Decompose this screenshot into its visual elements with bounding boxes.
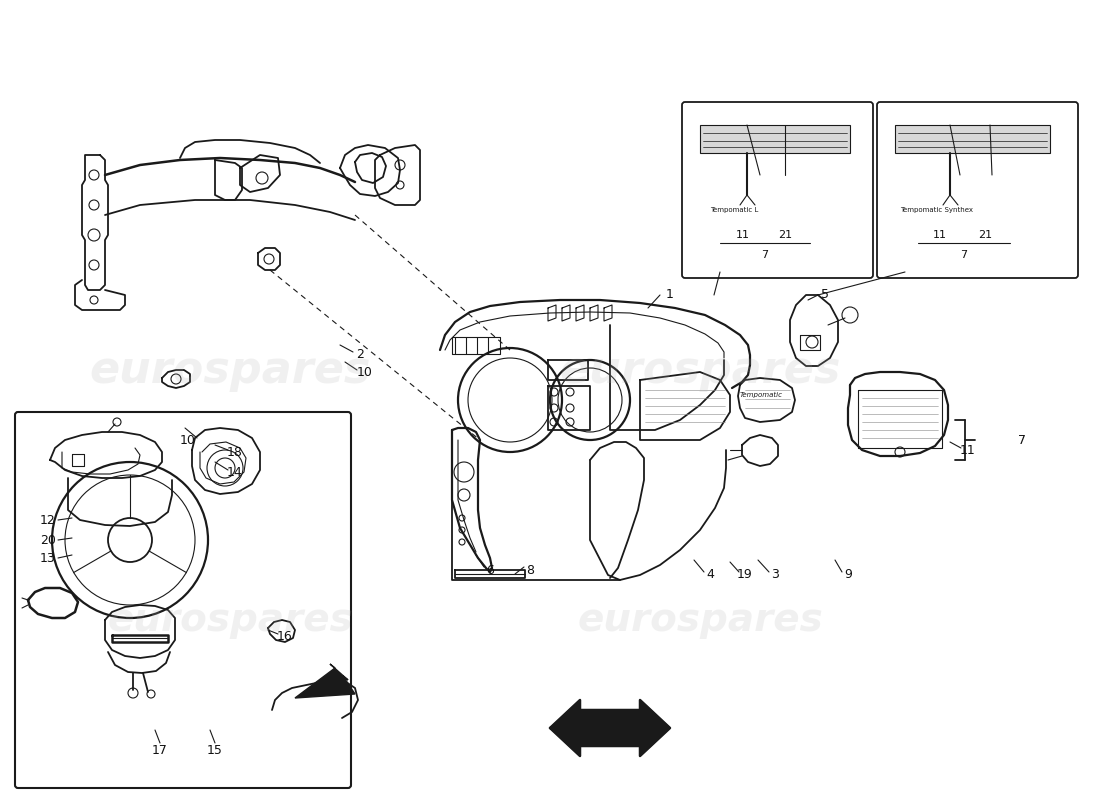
Text: 14: 14 — [227, 466, 243, 478]
Text: 7: 7 — [1018, 434, 1026, 446]
Text: 9: 9 — [844, 569, 851, 582]
Text: 12: 12 — [40, 514, 56, 526]
Text: Tempomatic Synthex: Tempomatic Synthex — [900, 207, 974, 213]
FancyBboxPatch shape — [15, 412, 351, 788]
Text: 11: 11 — [960, 443, 976, 457]
Text: 21: 21 — [778, 230, 792, 240]
Text: 2: 2 — [356, 349, 364, 362]
Text: Tempomatic L: Tempomatic L — [710, 207, 758, 213]
Text: eurospares: eurospares — [89, 349, 371, 391]
Text: 18: 18 — [227, 446, 243, 458]
Text: 10: 10 — [358, 366, 373, 378]
Text: 16: 16 — [277, 630, 293, 643]
Text: 6: 6 — [486, 563, 494, 577]
Text: 1: 1 — [667, 289, 674, 302]
Text: 11: 11 — [933, 230, 947, 240]
Text: 21: 21 — [978, 230, 992, 240]
Text: eurospares: eurospares — [107, 601, 353, 639]
Text: 8: 8 — [526, 563, 534, 577]
Text: eurospares: eurospares — [559, 349, 840, 391]
Bar — [895, 125, 1050, 153]
Text: 5: 5 — [821, 289, 829, 302]
FancyBboxPatch shape — [877, 102, 1078, 278]
Polygon shape — [295, 664, 355, 698]
Text: 3: 3 — [771, 569, 779, 582]
FancyBboxPatch shape — [682, 102, 873, 278]
Text: 15: 15 — [207, 743, 223, 757]
Text: 7: 7 — [960, 250, 968, 260]
Polygon shape — [550, 700, 670, 756]
Text: 17: 17 — [152, 743, 168, 757]
Text: eurospares: eurospares — [578, 601, 823, 639]
Text: 19: 19 — [737, 569, 752, 582]
Text: 20: 20 — [40, 534, 56, 546]
Text: 10: 10 — [180, 434, 196, 446]
Text: 13: 13 — [40, 551, 56, 565]
Text: 7: 7 — [761, 250, 769, 260]
Text: Tempomatic: Tempomatic — [740, 392, 783, 398]
Text: 4: 4 — [706, 569, 714, 582]
Bar — [700, 125, 850, 153]
Text: 11: 11 — [736, 230, 750, 240]
